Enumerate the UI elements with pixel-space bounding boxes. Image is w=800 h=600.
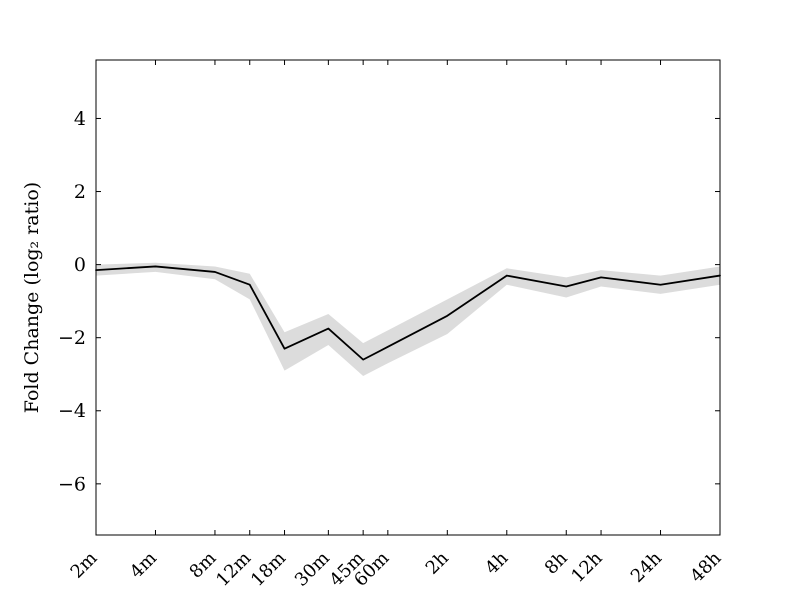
y-axis-label: Fold Change (log₂ ratio) — [21, 182, 43, 413]
x-tick-label-4m: 4m — [126, 548, 161, 583]
axes-frame — [95, 59, 721, 536]
series-line — [95, 265, 721, 361]
confidence-band — [96, 262, 720, 377]
y-tick-label: −6 — [58, 473, 86, 495]
x-tick-label-18m: 18m — [247, 548, 290, 591]
plot-area — [96, 60, 720, 535]
y-tick-label: 0 — [74, 254, 86, 276]
y-tick-label: −2 — [58, 327, 86, 349]
x-tick-label-48h: 48h — [686, 547, 726, 587]
x-tick-label-8h: 8h — [541, 547, 572, 578]
x-tick-label-30m: 30m — [291, 548, 334, 591]
x-tick-label-24h: 24h — [627, 547, 667, 587]
x-tick-label-2m: 2m — [67, 548, 102, 583]
y-tick-label: 4 — [74, 108, 86, 130]
x-tick-label-4h: 4h — [481, 547, 512, 578]
y-tick-label: 2 — [74, 181, 86, 203]
x-tick-label-12h: 12h — [567, 547, 607, 587]
y-tick-label: −4 — [58, 400, 86, 422]
x-tick-label-12m: 12m — [212, 548, 255, 591]
x-tick-label-2h: 2h — [422, 547, 453, 578]
